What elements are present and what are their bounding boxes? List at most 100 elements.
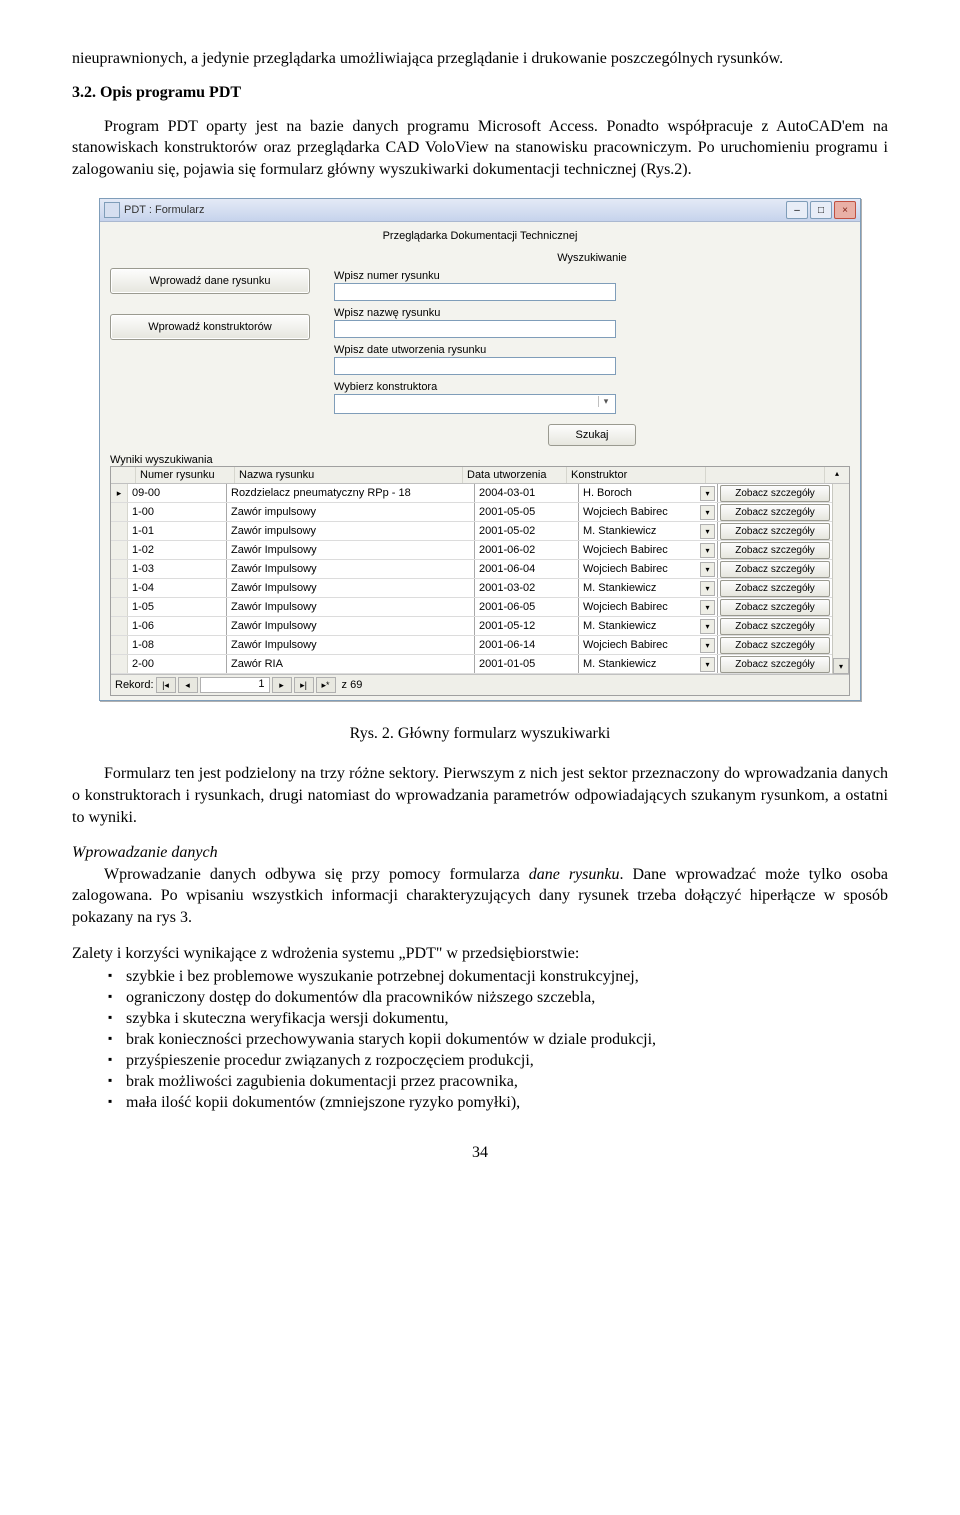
- list-item: przyśpieszenie procedur związanych z roz…: [108, 1052, 888, 1070]
- scroll-up-icon[interactable]: ▴: [825, 467, 849, 483]
- cell-konstruktor[interactable]: Wojciech Babirec▾: [579, 541, 718, 559]
- cell-data: 2001-03-02: [475, 579, 579, 597]
- results-grid: Numer rysunku Nazwa rysunku Data utworze…: [110, 466, 850, 696]
- cell-konstruktor[interactable]: Wojciech Babirec▾: [579, 560, 718, 578]
- zobacz-szczegoly-button[interactable]: Zobacz szczegóły: [720, 485, 830, 502]
- table-row[interactable]: 1-03Zawór Impulsowy2001-06-04Wojciech Ba…: [111, 560, 832, 579]
- titlebar: PDT : Formularz – □ ×: [100, 199, 860, 222]
- cell-data: 2001-01-05: [475, 655, 579, 673]
- chevron-down-icon[interactable]: ▾: [700, 619, 715, 634]
- input-nazwa[interactable]: [334, 320, 616, 338]
- list-item: szybkie i bez problemowe wyszukanie potr…: [108, 968, 888, 986]
- cell-nazwa: Zawór RIA: [227, 655, 475, 673]
- label-date: Wpisz date utworzenia rysunku: [334, 344, 850, 356]
- row-selector[interactable]: [111, 655, 128, 673]
- cell-nazwa: Zawór impulsowy: [227, 503, 475, 521]
- chevron-down-icon[interactable]: ▾: [700, 505, 715, 520]
- label-konstruktor: Wybierz konstruktora: [334, 381, 850, 393]
- chevron-down-icon[interactable]: ▾: [700, 543, 715, 558]
- wprowadz-konstruktorow-button[interactable]: Wprowadź konstruktorów: [110, 314, 310, 340]
- cell-numer: 1-03: [128, 560, 227, 578]
- figure-caption: Rys. 2. Główny formularz wyszukiwarki: [72, 725, 888, 743]
- cell-data: 2004-03-01: [475, 484, 579, 502]
- table-row[interactable]: 2-00Zawór RIA2001-01-05M. Stankiewicz▾Zo…: [111, 655, 832, 674]
- chevron-down-icon[interactable]: ▾: [700, 486, 715, 501]
- row-selector[interactable]: [111, 617, 128, 635]
- input-numer[interactable]: [334, 283, 616, 301]
- table-row[interactable]: 1-00Zawór impulsowy2001-05-05Wojciech Ba…: [111, 503, 832, 522]
- minimize-button[interactable]: –: [786, 201, 808, 219]
- table-row[interactable]: 1-04Zawór Impulsowy2001-03-02M. Stankiew…: [111, 579, 832, 598]
- chevron-down-icon[interactable]: ▾: [700, 638, 715, 653]
- cell-nazwa: Zawór Impulsowy: [227, 636, 475, 654]
- zobacz-szczegoly-button[interactable]: Zobacz szczegóły: [720, 618, 830, 635]
- row-selector[interactable]: [111, 598, 128, 616]
- chevron-down-icon[interactable]: ▾: [700, 600, 715, 615]
- cell-numer: 1-00: [128, 503, 227, 521]
- scroll-down-icon[interactable]: ▾: [833, 658, 849, 674]
- zobacz-szczegoly-button[interactable]: Zobacz szczegóły: [720, 561, 830, 578]
- record-count: z 69: [342, 679, 363, 691]
- zobacz-szczegoly-button[interactable]: Zobacz szczegóły: [720, 599, 830, 616]
- paragraph-3: Formularz ten jest podzielony na trzy ró…: [72, 763, 888, 828]
- cell-konstruktor[interactable]: Wojciech Babirec▾: [579, 503, 718, 521]
- list-item: ograniczony dostęp do dokumentów dla pra…: [108, 989, 888, 1007]
- cell-nazwa: Zawór Impulsowy: [227, 617, 475, 635]
- cell-konstruktor[interactable]: M. Stankiewicz▾: [579, 617, 718, 635]
- zobacz-szczegoly-button[interactable]: Zobacz szczegóły: [720, 504, 830, 521]
- row-selector[interactable]: [111, 503, 128, 521]
- cell-konstruktor[interactable]: H. Boroch▾: [579, 484, 718, 502]
- cell-data: 2001-05-02: [475, 522, 579, 540]
- chevron-down-icon[interactable]: ▾: [700, 657, 715, 672]
- nav-last-button[interactable]: ▸|: [294, 677, 314, 693]
- chevron-down-icon[interactable]: ▾: [700, 581, 715, 596]
- cell-konstruktor[interactable]: M. Stankiewicz▾: [579, 579, 718, 597]
- list-item: brak konieczności przechowywania starych…: [108, 1031, 888, 1049]
- cell-numer: 09-00: [128, 484, 227, 502]
- close-button[interactable]: ×: [834, 201, 856, 219]
- cell-data: 2001-05-12: [475, 617, 579, 635]
- maximize-button[interactable]: □: [810, 201, 832, 219]
- paragraph-4: Wprowadzanie danych odbywa się przy pomo…: [72, 864, 888, 929]
- zobacz-szczegoly-button[interactable]: Zobacz szczegóły: [720, 523, 830, 540]
- form-header: Przeglądarka Dokumentacji Technicznej: [110, 230, 850, 242]
- szukaj-button[interactable]: Szukaj: [548, 424, 635, 446]
- chevron-down-icon[interactable]: ▾: [700, 562, 715, 577]
- row-selector[interactable]: [111, 579, 128, 597]
- table-row[interactable]: 1-02Zawór Impulsowy2001-06-02Wojciech Ba…: [111, 541, 832, 560]
- grid-header: Numer rysunku Nazwa rysunku Data utworze…: [111, 467, 849, 484]
- cell-konstruktor[interactable]: Wojciech Babirec▾: [579, 598, 718, 616]
- row-selector[interactable]: ▸: [111, 484, 128, 502]
- table-row[interactable]: 1-06Zawór Impulsowy2001-05-12M. Stankiew…: [111, 617, 832, 636]
- zobacz-szczegoly-button[interactable]: Zobacz szczegóły: [720, 542, 830, 559]
- input-date[interactable]: [334, 357, 616, 375]
- table-row[interactable]: 1-05Zawór Impulsowy2001-06-05Wojciech Ba…: [111, 598, 832, 617]
- zobacz-szczegoly-button[interactable]: Zobacz szczegóły: [720, 580, 830, 597]
- table-row[interactable]: 1-08Zawór Impulsowy2001-06-14Wojciech Ba…: [111, 636, 832, 655]
- cell-numer: 1-06: [128, 617, 227, 635]
- vertical-scrollbar[interactable]: ▾: [832, 484, 849, 674]
- cell-konstruktor[interactable]: M. Stankiewicz▾: [579, 522, 718, 540]
- wprowadz-dane-button[interactable]: Wprowadź dane rysunku: [110, 268, 310, 294]
- chevron-down-icon[interactable]: ▾: [700, 524, 715, 539]
- cell-numer: 2-00: [128, 655, 227, 673]
- cell-konstruktor[interactable]: M. Stankiewicz▾: [579, 655, 718, 673]
- row-selector[interactable]: [111, 560, 128, 578]
- cell-numer: 1-04: [128, 579, 227, 597]
- record-number-field[interactable]: 1: [200, 677, 270, 693]
- nav-new-button[interactable]: ▸*: [316, 677, 336, 693]
- table-row[interactable]: 1-01Zawór impulsowy2001-05-02M. Stankiew…: [111, 522, 832, 541]
- nav-next-button[interactable]: ▸: [272, 677, 292, 693]
- nav-prev-button[interactable]: ◂: [178, 677, 198, 693]
- cell-konstruktor[interactable]: Wojciech Babirec▾: [579, 636, 718, 654]
- zobacz-szczegoly-button[interactable]: Zobacz szczegóły: [720, 656, 830, 673]
- row-selector[interactable]: [111, 636, 128, 654]
- select-konstruktor[interactable]: [334, 394, 616, 414]
- table-row[interactable]: ▸09-00Rozdzielacz pneumatyczny RPp - 182…: [111, 484, 832, 503]
- nav-first-button[interactable]: |◂: [156, 677, 176, 693]
- row-selector[interactable]: [111, 541, 128, 559]
- row-selector[interactable]: [111, 522, 128, 540]
- search-subheader: Wyszukiwanie: [334, 252, 850, 264]
- paragraph-top: nieuprawnionych, a jedynie przeglądarka …: [72, 48, 888, 70]
- zobacz-szczegoly-button[interactable]: Zobacz szczegóły: [720, 637, 830, 654]
